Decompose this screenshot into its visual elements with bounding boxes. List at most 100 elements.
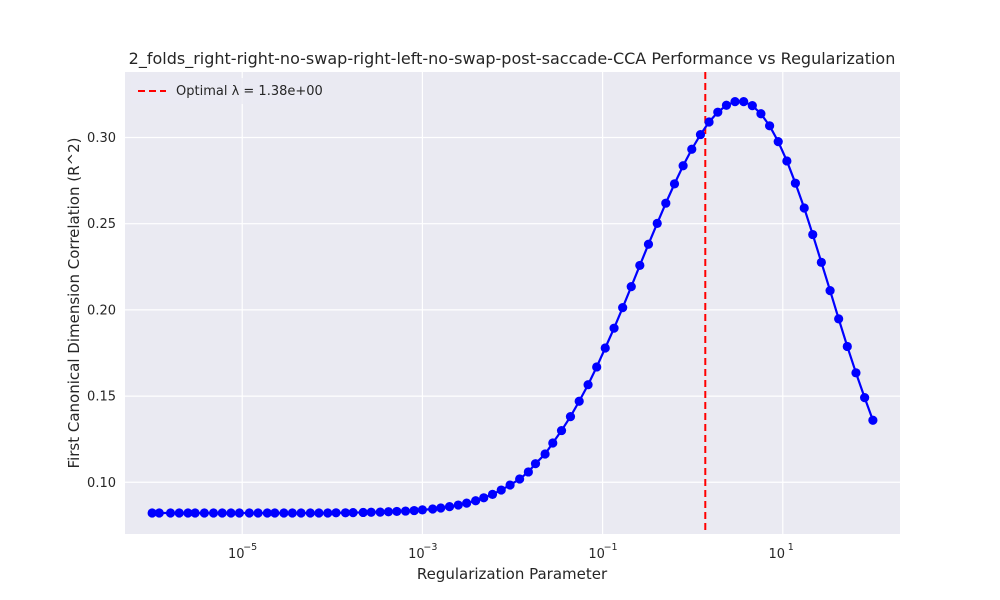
y-tick-label: 0.30 [87,131,116,146]
y-tick-labels: 0.10 0.15 0.20 0.25 0.30 [87,131,116,491]
data-point [323,508,333,518]
data-point [782,156,792,166]
data-point [574,396,584,406]
y-tick-label: 0.20 [87,303,116,318]
data-point [462,498,472,508]
y-tick-label: 0.15 [87,390,116,405]
data-point [765,121,775,131]
data-point [868,415,878,425]
data-point [747,101,757,111]
data-point [523,467,533,477]
data-point [174,508,184,518]
data-point [487,489,498,499]
legend-box [131,78,319,104]
data-point [417,505,428,515]
data-point [515,474,525,484]
data-point [270,508,280,518]
data-point [190,508,200,518]
data-point [669,179,680,189]
data-point [618,303,628,313]
data-point [505,480,515,490]
data-point [687,144,697,154]
data-point [661,198,671,208]
data-point [756,109,766,119]
data-point [348,508,358,518]
data-point [626,282,636,292]
data-point [262,508,272,518]
data-point [366,507,376,517]
x-tick-exponent: −1 [604,542,618,553]
data-point [825,285,835,296]
legend: Optimal λ = 1.38e+00 [131,78,323,104]
data-point [226,508,236,518]
data-point [678,161,688,171]
data-point [713,107,723,117]
data-point [565,412,576,422]
data-point [816,257,826,267]
data-point [652,218,662,228]
data-point [428,504,438,514]
data-point [643,239,654,249]
data-point [331,508,341,518]
x-axis-label: Regularization Parameter [417,565,608,583]
data-point [548,438,558,448]
data-point [340,508,351,518]
data-point [436,503,446,513]
data-point [695,129,706,140]
data-point [799,203,809,213]
data-point [199,508,209,518]
y-tick-label: 0.10 [87,476,116,491]
data-point [600,343,610,353]
data-point [471,496,481,506]
data-point [383,507,394,517]
data-point [540,449,550,459]
x-tick-labels: 10−5 10−3 10−1 10 1 [228,542,794,562]
data-point [842,341,852,352]
x-tick-exponent: −5 [243,542,257,553]
data-point [296,508,306,518]
plot-area [125,72,900,534]
data-point [253,508,263,518]
data-point [409,505,419,516]
x-tick-label: 10 [408,547,425,562]
data-point [165,508,176,518]
data-point [790,178,800,188]
data-point [287,508,297,518]
data-point [154,508,164,518]
data-points [147,97,878,518]
data-point [860,393,870,403]
data-point [773,137,783,147]
data-point [730,97,740,107]
data-point [808,229,818,240]
data-point [721,100,732,110]
data-point [530,459,541,469]
data-point [556,425,567,436]
data-point [234,508,244,518]
data-point [208,508,219,518]
data-point [305,508,315,518]
data-point [183,508,193,518]
chart-title: 2_folds_right-right-no-swap-right-left-n… [129,49,896,69]
data-point [217,508,227,518]
data-point [704,117,714,127]
data-point [392,506,402,517]
data-point [400,506,411,516]
data-point [358,507,368,518]
y-axis-label: First Canonical Dimension Correlation (R… [65,138,83,469]
legend-label: Optimal λ = 1.38e+00 [176,84,323,99]
x-tick-label: 10 [228,547,245,562]
data-point [592,362,602,372]
data-point [496,485,506,495]
data-point [244,508,254,518]
data-point [739,97,749,107]
data-point [147,508,157,518]
x-tick-exponent: 1 [788,542,794,553]
data-point [834,314,844,324]
data-point [851,368,861,378]
data-point [635,260,645,271]
data-point [583,380,593,390]
x-tick-label: 10 [769,547,786,562]
data-point [453,500,463,510]
data-point [375,507,385,517]
